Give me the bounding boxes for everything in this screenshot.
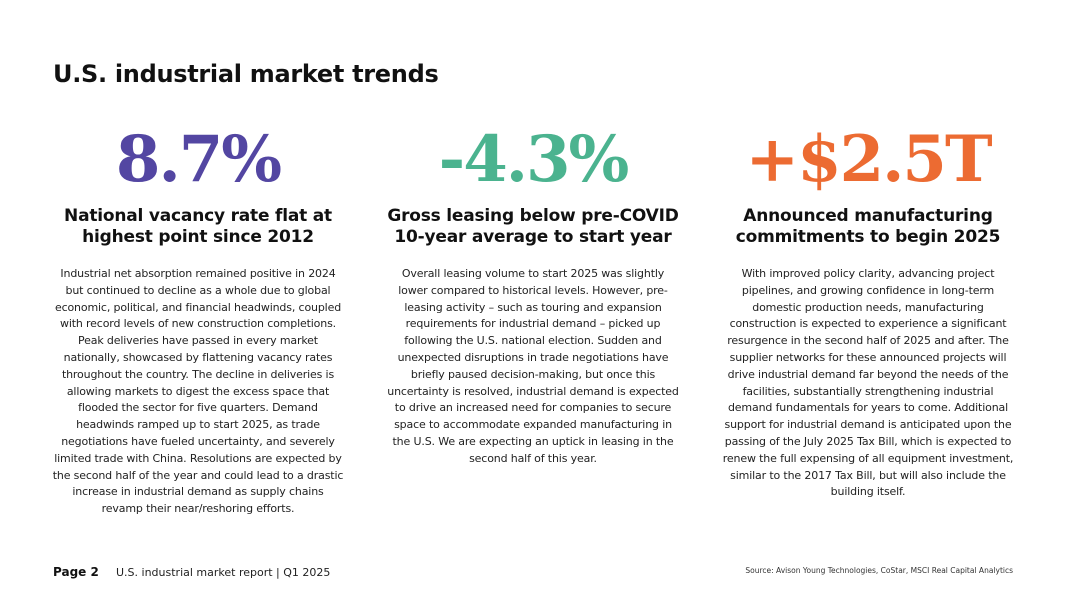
manufacturing-commitments-stat: +$2.5T	[745, 122, 992, 197]
stat-column-leasing: -4.3% Gross leasing below pre-COVID 10-y…	[387, 124, 679, 468]
source-note: Source: Avison Young Technologies, CoSta…	[745, 566, 1013, 575]
leasing-body-text: Overall leasing volume to start 2025 was…	[387, 267, 679, 465]
stat-column-vacancy: 8.7% National vacancy rate flat at highe…	[52, 124, 344, 518]
vacancy-rate-stat: 8.7%	[115, 122, 282, 197]
leasing-heading: Gross leasing below pre-COVID 10-year av…	[387, 206, 679, 247]
stat-column-manufacturing: +$2.5T Announced manufacturing commitmen…	[722, 124, 1014, 501]
vacancy-heading: National vacancy rate flat at highest po…	[64, 206, 332, 247]
gross-leasing-stat: -4.3%	[438, 122, 630, 197]
manufacturing-heading: Announced manufacturing commitments to b…	[735, 206, 1001, 247]
manufacturing-body-text: With improved policy clarity, advancing …	[722, 267, 1014, 499]
page-number: Page 2	[53, 565, 99, 579]
report-name: U.S. industrial market report | Q1 2025	[116, 566, 331, 579]
page-title: U.S. industrial market trends	[53, 60, 439, 88]
vacancy-body-text: Industrial net absorption remained posit…	[52, 267, 344, 516]
